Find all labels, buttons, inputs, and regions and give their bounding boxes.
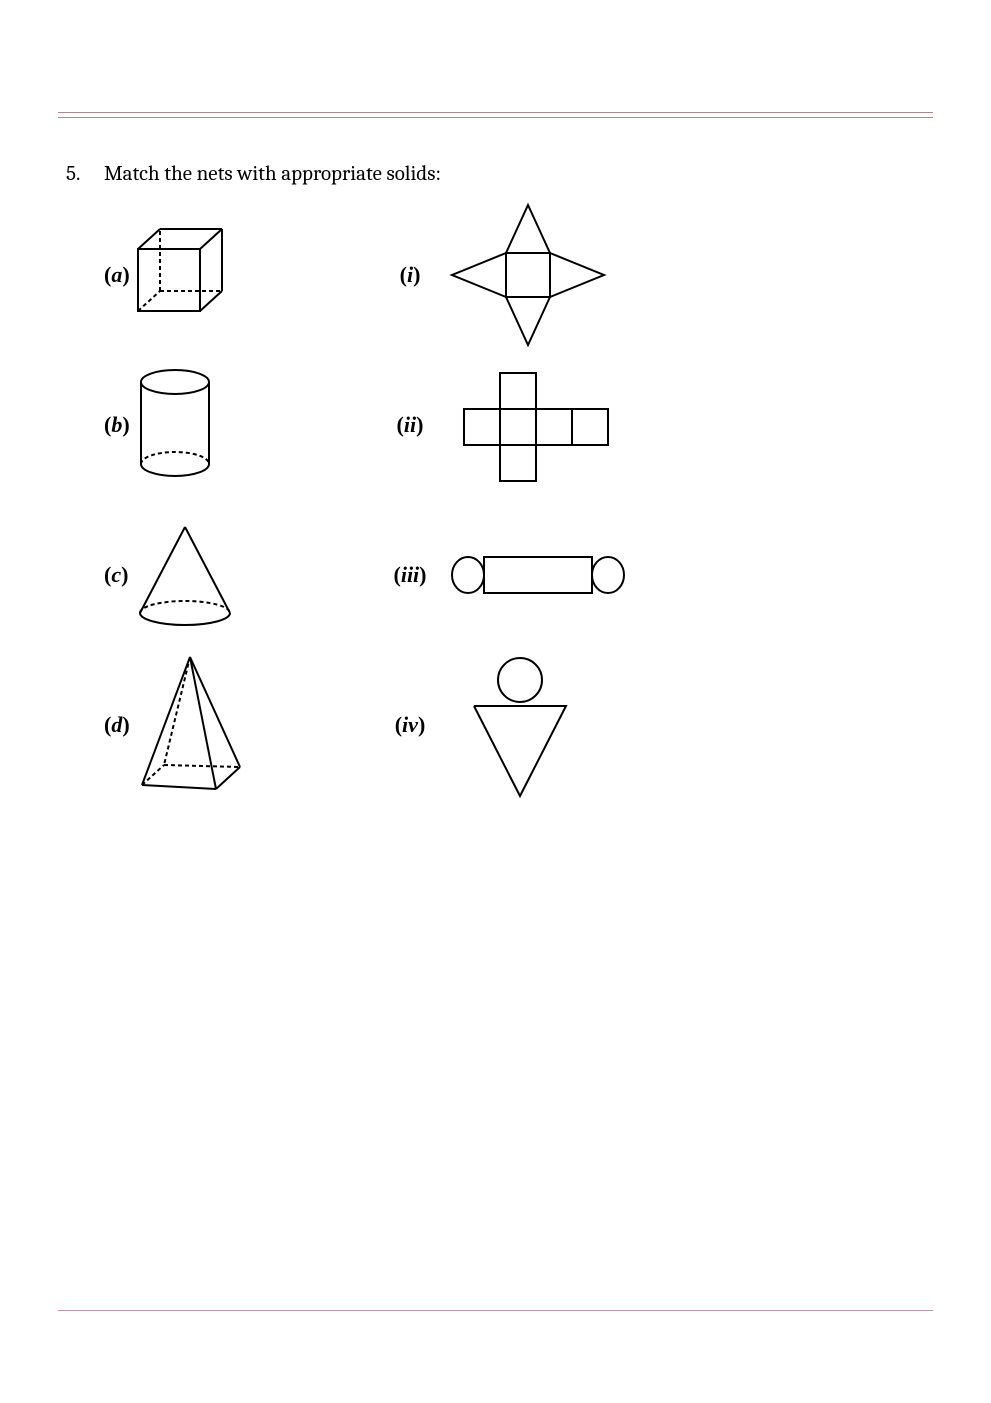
net-cone xyxy=(440,650,700,800)
label-b: b xyxy=(60,412,120,438)
label-ii: ii xyxy=(380,412,440,438)
label-d: d xyxy=(60,712,120,738)
question-text: Match the nets with appropriate solids: xyxy=(104,162,931,186)
question-row: 5. Match the nets with appropriate solid… xyxy=(60,162,931,186)
header-rule xyxy=(58,112,933,118)
net-cylinder xyxy=(440,500,700,650)
label-i: i xyxy=(380,262,440,288)
question-number: 5. xyxy=(60,162,104,186)
label-iv: iv xyxy=(380,712,440,738)
footer-rule xyxy=(58,1310,933,1311)
figure-grid: a i xyxy=(60,200,931,800)
worksheet-page: 5. Match the nets with appropriate solid… xyxy=(0,0,991,1403)
net-cube xyxy=(440,350,700,500)
label-a: a xyxy=(60,262,120,288)
label-c: c xyxy=(60,562,120,588)
net-pyramid xyxy=(440,200,700,350)
solid-pyramid xyxy=(120,650,380,800)
solid-cylinder xyxy=(120,350,380,500)
solid-cube xyxy=(120,200,380,350)
label-iii: iii xyxy=(380,562,440,588)
solid-cone xyxy=(120,500,380,650)
